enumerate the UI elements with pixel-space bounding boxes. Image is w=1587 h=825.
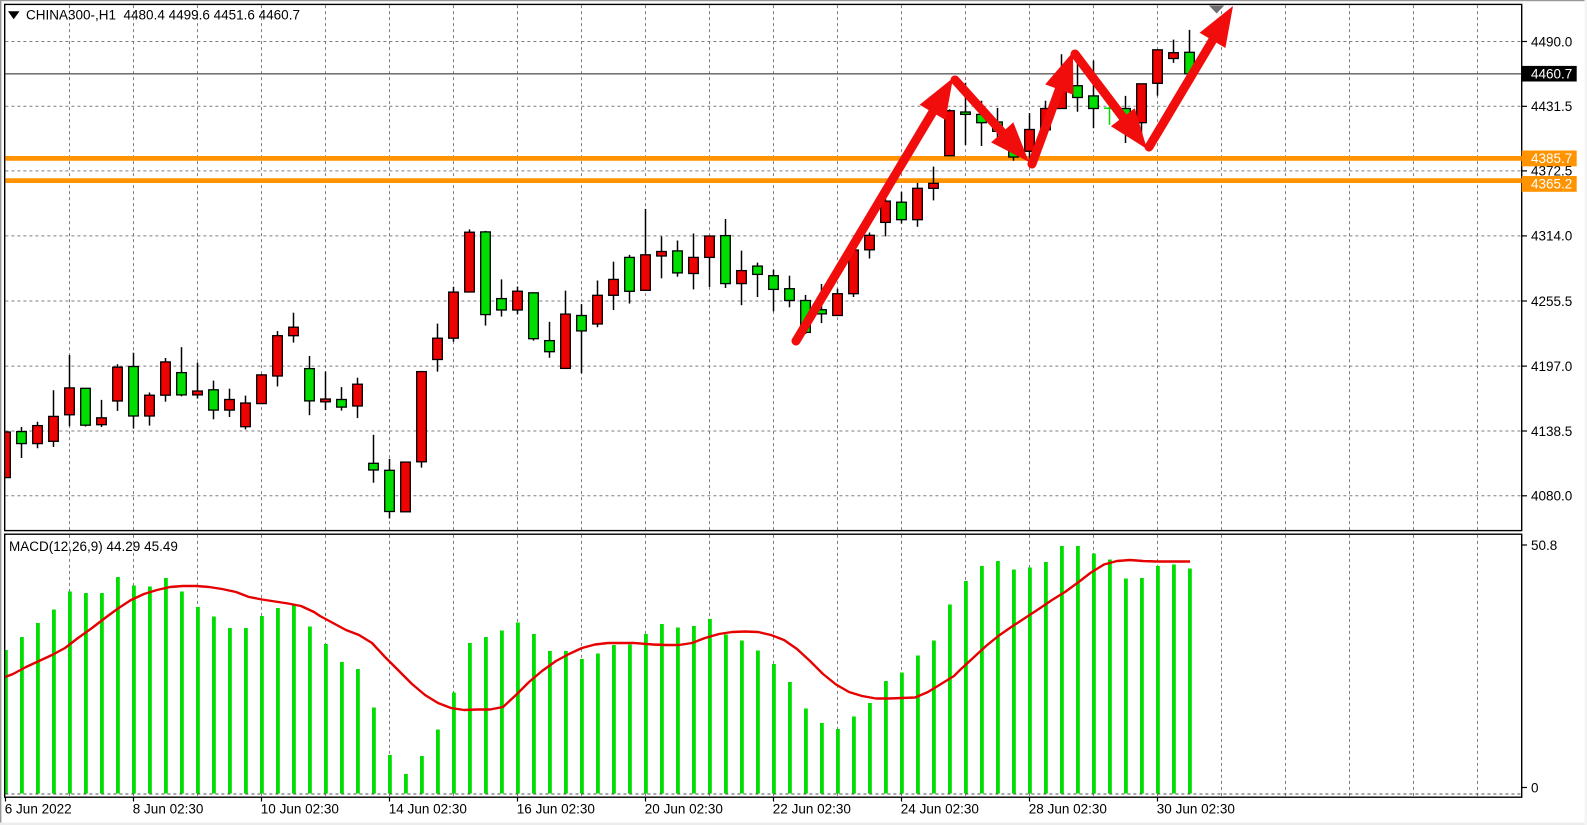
svg-text:4431.5: 4431.5 [1531,99,1572,114]
svg-text:4255.5: 4255.5 [1531,294,1572,309]
svg-text:4080.0: 4080.0 [1531,489,1572,504]
svg-text:50.8: 50.8 [1531,538,1557,553]
svg-text:24 Jun 02:30: 24 Jun 02:30 [901,802,979,817]
svg-text:20 Jun 02:30: 20 Jun 02:30 [645,802,723,817]
svg-text:10 Jun 02:30: 10 Jun 02:30 [261,802,339,817]
svg-text:4460.7: 4460.7 [1531,67,1572,82]
svg-text:4197.0: 4197.0 [1531,359,1572,374]
svg-text:22 Jun 02:30: 22 Jun 02:30 [773,802,851,817]
svg-text:14 Jun 02:30: 14 Jun 02:30 [389,802,467,817]
svg-text:30 Jun 02:30: 30 Jun 02:30 [1157,802,1235,817]
svg-text:6 Jun 2022: 6 Jun 2022 [5,802,72,817]
svg-text:4138.5: 4138.5 [1531,424,1572,439]
svg-text:28 Jun 02:30: 28 Jun 02:30 [1029,802,1107,817]
svg-text:MACD(12,26,9) 44.29 45.49: MACD(12,26,9) 44.29 45.49 [9,539,178,554]
svg-text:4490.0: 4490.0 [1531,34,1572,49]
svg-text:4314.0: 4314.0 [1531,229,1572,244]
svg-text:8 Jun 02:30: 8 Jun 02:30 [133,802,204,817]
svg-text:4372.5: 4372.5 [1531,164,1572,179]
svg-text:CHINA300-,H1 4480.4 4499.6 44: CHINA300-,H1 4480.4 4499.6 4451.6 4460.7 [26,8,300,23]
svg-text:4385.7: 4385.7 [1531,151,1572,166]
svg-text:4365.2: 4365.2 [1531,177,1572,192]
svg-text:16 Jun 02:30: 16 Jun 02:30 [517,802,595,817]
svg-text:0: 0 [1531,780,1539,795]
